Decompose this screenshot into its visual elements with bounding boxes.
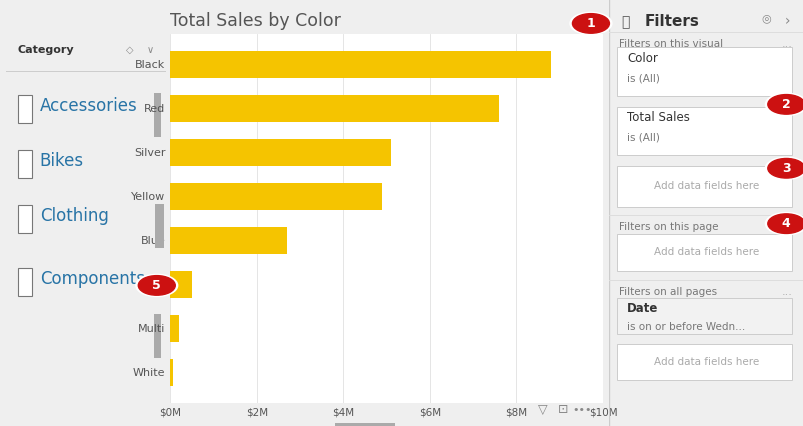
FancyBboxPatch shape <box>155 204 164 248</box>
Text: 5: 5 <box>153 279 161 292</box>
Text: Category: Category <box>18 45 74 55</box>
Text: 3: 3 <box>781 162 789 175</box>
Bar <box>170 271 192 298</box>
Bar <box>170 183 382 210</box>
Bar <box>170 315 179 342</box>
Text: Add data fields here: Add data fields here <box>654 357 758 367</box>
FancyBboxPatch shape <box>154 314 161 358</box>
Text: ›: › <box>784 14 789 28</box>
Text: Date: Date <box>626 302 658 315</box>
FancyBboxPatch shape <box>18 95 32 123</box>
Text: ...: ... <box>781 222 791 232</box>
FancyBboxPatch shape <box>18 268 32 296</box>
Text: is on or before Wedn...: is on or before Wedn... <box>626 322 744 331</box>
Text: Clothing: Clothing <box>40 207 108 225</box>
FancyBboxPatch shape <box>617 166 791 207</box>
FancyBboxPatch shape <box>617 47 791 96</box>
Bar <box>170 139 390 166</box>
Text: Add data fields here: Add data fields here <box>654 247 758 257</box>
Text: Add data fields here: Add data fields here <box>654 181 758 191</box>
Text: ◇: ◇ <box>126 45 133 55</box>
FancyBboxPatch shape <box>617 234 791 271</box>
Text: ⛉: ⛉ <box>621 15 629 29</box>
Text: ∨: ∨ <box>146 45 153 55</box>
FancyBboxPatch shape <box>334 423 395 426</box>
Text: Color: Color <box>626 52 657 65</box>
Text: Components: Components <box>40 270 145 288</box>
Text: Filters on all pages: Filters on all pages <box>618 287 716 296</box>
Text: Filters: Filters <box>644 14 699 29</box>
Text: 1: 1 <box>586 17 594 30</box>
FancyBboxPatch shape <box>617 106 791 155</box>
Text: Filters on this page: Filters on this page <box>618 222 718 232</box>
Text: 2: 2 <box>781 98 789 111</box>
Bar <box>170 359 173 386</box>
Text: ▽: ▽ <box>537 403 547 416</box>
Text: Total Sales: Total Sales <box>626 111 689 124</box>
Bar <box>170 95 499 122</box>
Text: is (All): is (All) <box>626 133 659 143</box>
FancyBboxPatch shape <box>154 93 161 137</box>
Text: •••: ••• <box>572 405 591 415</box>
Text: Bikes: Bikes <box>40 152 84 170</box>
Text: ◎: ◎ <box>760 14 770 23</box>
Text: is (All): is (All) <box>626 73 659 83</box>
FancyBboxPatch shape <box>18 150 32 178</box>
Text: Total Sales by Color: Total Sales by Color <box>170 12 341 30</box>
Bar <box>170 51 550 78</box>
Text: ⊡: ⊡ <box>556 403 568 416</box>
Text: Filters on this visual: Filters on this visual <box>618 39 723 49</box>
Text: ...: ... <box>781 287 791 296</box>
FancyBboxPatch shape <box>18 205 32 233</box>
FancyBboxPatch shape <box>617 298 791 334</box>
Text: ...: ... <box>781 39 791 49</box>
Text: Accessories: Accessories <box>40 97 137 115</box>
Bar <box>170 227 287 254</box>
Text: 4: 4 <box>781 217 789 230</box>
FancyBboxPatch shape <box>617 344 791 380</box>
